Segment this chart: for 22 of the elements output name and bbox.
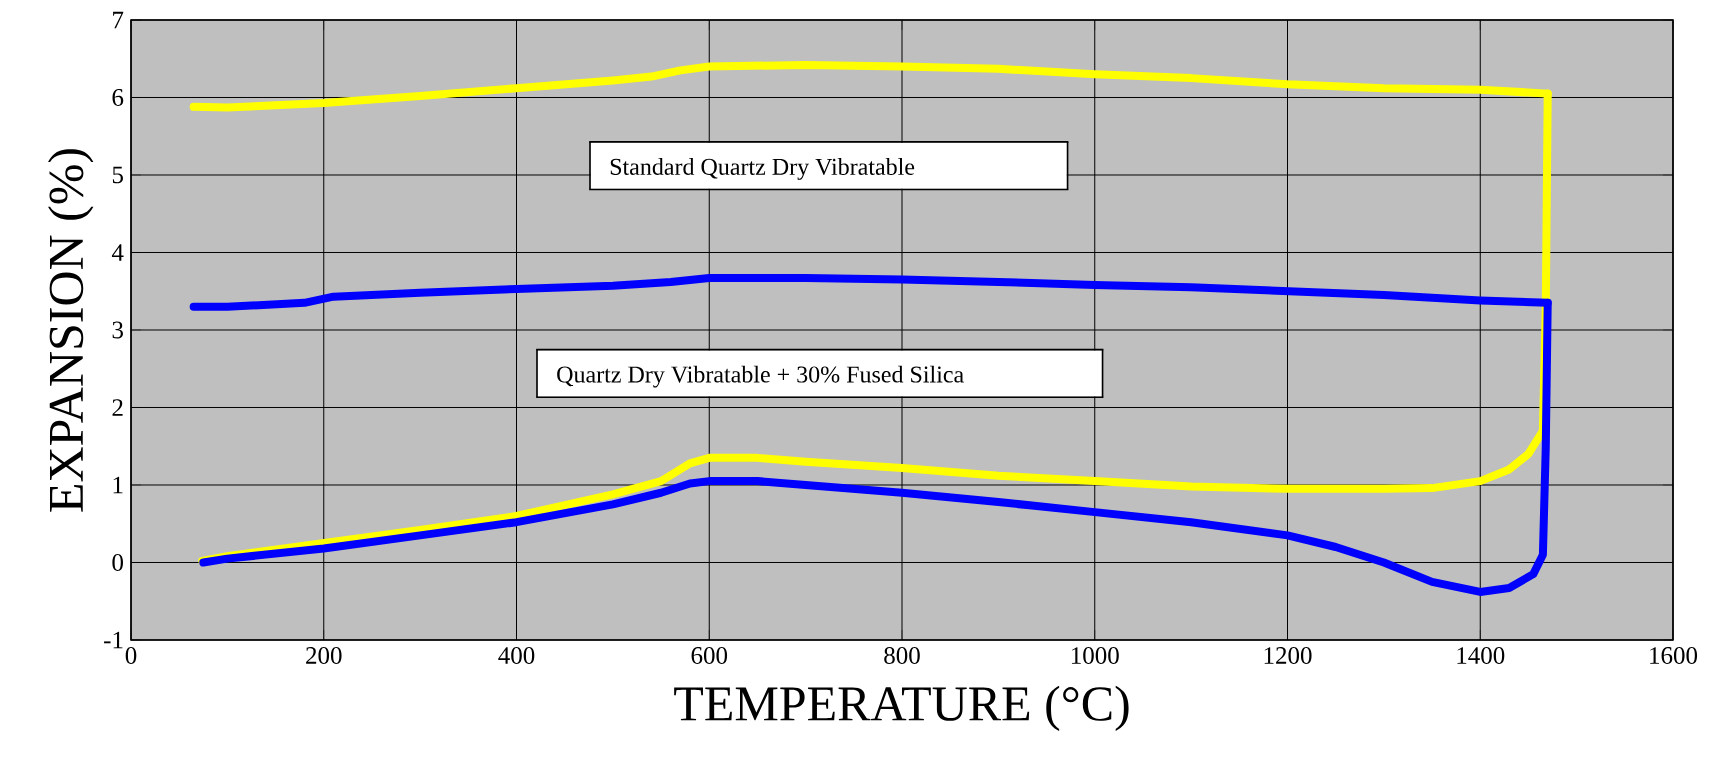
x-tick-label: 200 [306,647,342,664]
y-tick-label: 6 [112,89,124,106]
y-tick-label: 4 [111,244,124,261]
y-tick-label: 5 [112,166,123,184]
y-tick-label: 3 [112,321,123,339]
y-tick-label: -1 [104,631,123,649]
annotation: Quartz Dry Vibratable + 30% Fused Silica [557,365,964,388]
y-axis-title: EXPANSION (%) [48,149,94,512]
x-tick-label: 0 [125,647,137,664]
y-tick-label: 0 [112,554,123,571]
x-axis-title: TEMPERATURE (°C) [674,685,1129,731]
x-tick-label: 1000 [1071,647,1119,664]
x-tick-label: 800 [884,647,920,664]
y-tick-label: 1 [113,476,123,494]
y-tick-label: 7 [113,11,124,29]
x-tick-label: 1200 [1264,647,1312,664]
x-tick-label: 600 [691,647,728,664]
x-tick-label: 1400 [1457,647,1505,664]
x-tick-label: 1600 [1650,647,1698,664]
x-tick-label: 400 [498,647,535,664]
y-tick-label: 2 [112,399,123,416]
annotation: Standard Quartz Dry Vibratable [610,158,915,180]
